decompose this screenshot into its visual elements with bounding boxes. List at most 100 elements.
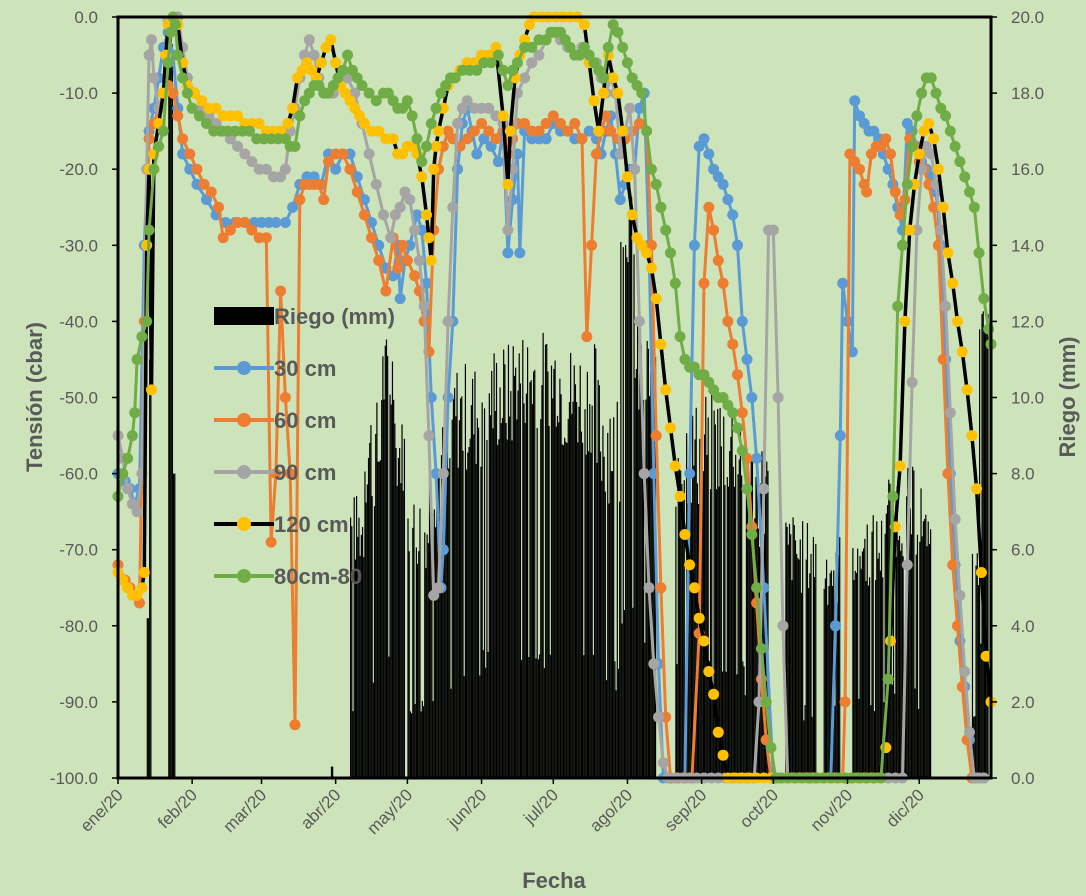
series-point-60cm bbox=[224, 224, 236, 236]
series-point-30cm bbox=[502, 247, 514, 259]
series-point-60cm bbox=[177, 133, 189, 145]
irrigation-bar bbox=[739, 425, 742, 778]
legend-label: 80cm-80 bbox=[274, 564, 362, 589]
series-point-60cm bbox=[942, 468, 954, 480]
series-point-80cm bbox=[143, 224, 155, 236]
irrigation-bar bbox=[477, 427, 480, 778]
irrigation-bar bbox=[492, 428, 494, 778]
series-point-120cm bbox=[952, 315, 963, 327]
series-point-90cm bbox=[906, 376, 918, 388]
irrigation-bar bbox=[709, 489, 712, 778]
series-point-90cm bbox=[447, 201, 459, 213]
irrigation-bar bbox=[556, 415, 559, 778]
series-point-120cm bbox=[956, 346, 968, 358]
series-point-80cm bbox=[959, 171, 971, 183]
irrigation-bar bbox=[731, 413, 733, 778]
series-point-120cm bbox=[717, 749, 729, 761]
irrigation-bar bbox=[433, 509, 435, 778]
series-point-30cm bbox=[837, 277, 849, 289]
legend: Riego (mm) 30 cm 60 cm 90 cm 120 cm 80cm-80 bbox=[214, 304, 395, 589]
irrigation-bar bbox=[703, 434, 706, 778]
y2-tick-label: 0.0 bbox=[1011, 769, 1035, 788]
irrigation-bar bbox=[168, 38, 170, 778]
irrigation-bar bbox=[914, 688, 916, 778]
irrigation-bar bbox=[493, 353, 495, 778]
irrigation-bar bbox=[583, 655, 585, 778]
irrigation-bar bbox=[592, 654, 594, 778]
series-point-120cm bbox=[975, 567, 987, 578]
series-point-60cm bbox=[358, 209, 370, 221]
irrigation-bar bbox=[880, 520, 883, 778]
irrigation-bar bbox=[480, 466, 482, 778]
series-point-90cm bbox=[633, 315, 645, 327]
irrigation-bar bbox=[500, 423, 502, 778]
irrigation-bar bbox=[827, 604, 829, 778]
irrigation-bar bbox=[454, 387, 456, 778]
irrigation-bar bbox=[615, 690, 617, 778]
irrigation-bar bbox=[361, 527, 364, 778]
series-point-120cm bbox=[210, 102, 222, 114]
irrigation-bar bbox=[867, 585, 870, 778]
irrigation-bar bbox=[786, 526, 788, 778]
series-point-80cm bbox=[337, 64, 349, 76]
irrigation-bar bbox=[974, 716, 976, 778]
irrigation-bar bbox=[836, 602, 838, 778]
series-point-120cm bbox=[655, 338, 667, 350]
irrigation-bar bbox=[553, 369, 555, 778]
series-point-30cm bbox=[270, 217, 282, 228]
irrigation-bar bbox=[982, 311, 984, 778]
y-tick-label: -50.0 bbox=[59, 389, 98, 408]
series-point-60cm bbox=[569, 118, 581, 129]
series-point-80cm bbox=[621, 57, 633, 69]
series-point-90cm bbox=[131, 506, 143, 518]
series-point-60cm bbox=[284, 468, 296, 480]
series-point-120cm bbox=[923, 118, 935, 129]
irrigation-bar bbox=[825, 559, 828, 778]
irrigation-bar bbox=[437, 469, 439, 778]
irrigation-bar bbox=[549, 654, 551, 778]
series-point-80cm bbox=[425, 118, 437, 129]
series-point-60cm bbox=[861, 186, 873, 198]
series-point-80cm bbox=[973, 247, 985, 259]
irrigation-bar bbox=[787, 544, 789, 778]
irrigation-bar bbox=[796, 553, 798, 778]
series-point-30cm bbox=[741, 353, 753, 365]
series-point-120cm bbox=[196, 95, 208, 107]
irrigation-bar bbox=[810, 553, 812, 778]
irrigation-bar bbox=[896, 486, 898, 778]
irrigation-bar bbox=[785, 522, 787, 778]
irrigation-bar bbox=[804, 705, 806, 778]
irrigation-bar bbox=[419, 508, 421, 778]
irrigation-bar bbox=[707, 417, 709, 778]
legend-item-30cm: 30 cm bbox=[214, 356, 336, 381]
irrigation-bar bbox=[552, 398, 554, 778]
irrigation-bar bbox=[652, 343, 654, 778]
irrigation-bar bbox=[550, 365, 553, 778]
series-point-120cm bbox=[504, 125, 516, 137]
series-point-90cm bbox=[303, 34, 315, 46]
irrigation-bar bbox=[898, 535, 901, 778]
irrigation-bar bbox=[639, 358, 641, 778]
series-point-120cm bbox=[425, 255, 437, 266]
series-point-120cm bbox=[679, 529, 691, 540]
irrigation-bar bbox=[389, 394, 391, 778]
irrigation-bar bbox=[509, 416, 511, 778]
irrigation-bar bbox=[724, 484, 726, 778]
series-point-60cm bbox=[655, 582, 667, 594]
series-point-80cm bbox=[732, 422, 743, 434]
series-point-80cm bbox=[370, 95, 382, 107]
series-point-80cm bbox=[882, 673, 894, 685]
irrigation-bar bbox=[383, 399, 385, 778]
irrigation-bar bbox=[351, 526, 353, 778]
series-point-120cm bbox=[497, 110, 509, 122]
series-point-60cm bbox=[265, 536, 277, 548]
series-point-60cm bbox=[318, 194, 330, 206]
series-point-120cm bbox=[578, 19, 590, 31]
irrigation-bar bbox=[521, 659, 523, 778]
series-point-80cm bbox=[129, 407, 141, 419]
irrigation-bar bbox=[409, 711, 411, 778]
irrigation-bar bbox=[534, 369, 536, 778]
series-point-80cm bbox=[363, 87, 375, 99]
irrigation-bar bbox=[863, 548, 865, 778]
series-point-120cm bbox=[660, 384, 672, 396]
